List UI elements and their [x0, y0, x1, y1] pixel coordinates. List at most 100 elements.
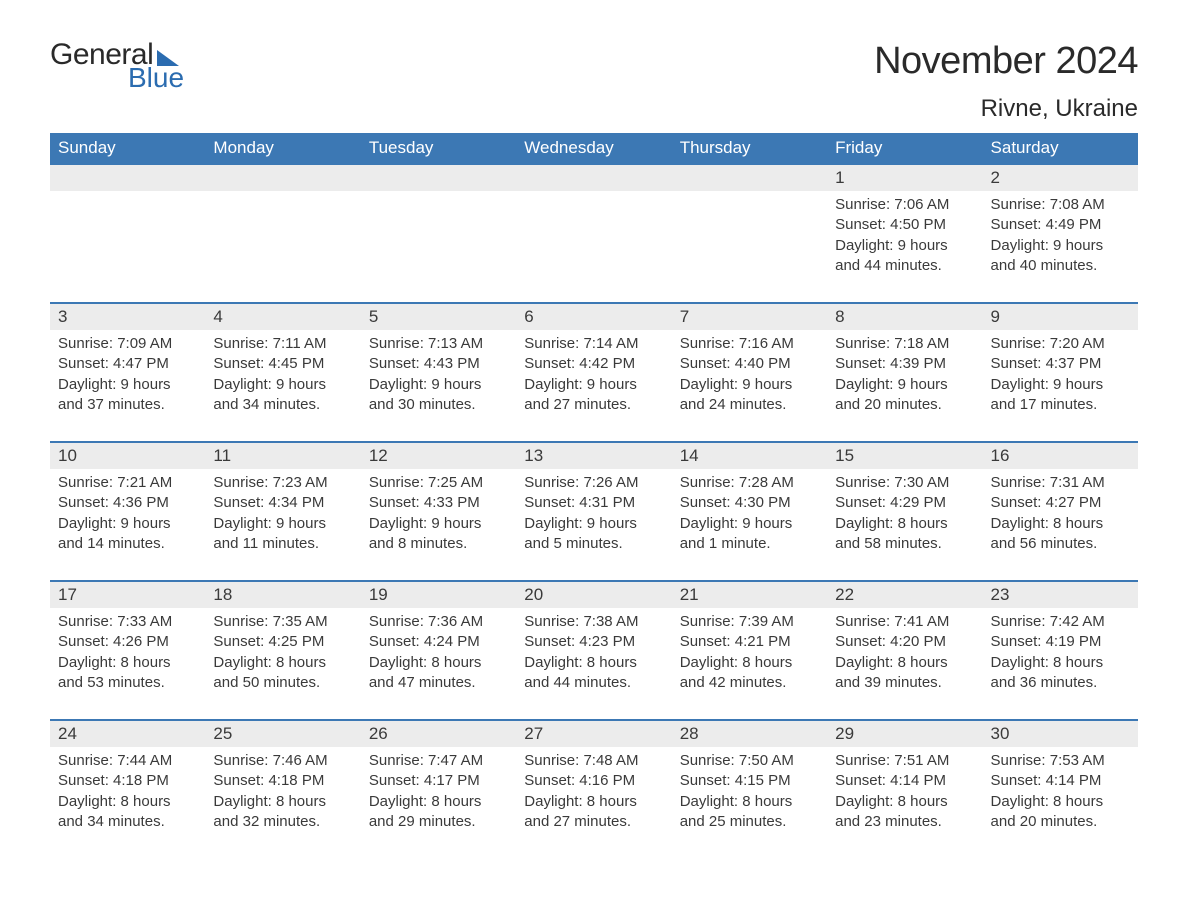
daylight-text-line1: Daylight: 8 hours — [213, 792, 352, 812]
sunset-text: Sunset: 4:21 PM — [680, 632, 819, 652]
sunrise-text: Sunrise: 7:33 AM — [58, 612, 197, 632]
sunrise-text: Sunrise: 7:51 AM — [835, 751, 974, 771]
day-details: Sunrise: 7:13 AMSunset: 4:43 PMDaylight:… — [361, 330, 516, 441]
day-header-wednesday: Wednesday — [516, 133, 671, 164]
daylight-text-line1: Daylight: 8 hours — [835, 792, 974, 812]
day-details: Sunrise: 7:21 AMSunset: 4:36 PMDaylight:… — [50, 469, 205, 580]
sunrise-text: Sunrise: 7:06 AM — [835, 195, 974, 215]
day-header-friday: Friday — [827, 133, 982, 164]
day-number: 2 — [983, 165, 1138, 191]
sunset-text: Sunset: 4:50 PM — [835, 215, 974, 235]
daylight-text-line1: Daylight: 8 hours — [835, 514, 974, 534]
daylight-text-line1: Daylight: 8 hours — [58, 653, 197, 673]
sunrise-text: Sunrise: 7:11 AM — [213, 334, 352, 354]
sunset-text: Sunset: 4:27 PM — [991, 493, 1130, 513]
empty-day-bar — [516, 165, 671, 191]
day-details: Sunrise: 7:35 AMSunset: 4:25 PMDaylight:… — [205, 608, 360, 719]
daylight-text-line2: and 47 minutes. — [369, 673, 508, 693]
sunrise-text: Sunrise: 7:46 AM — [213, 751, 352, 771]
day-number: 25 — [205, 721, 360, 747]
sunset-text: Sunset: 4:49 PM — [991, 215, 1130, 235]
sunset-text: Sunset: 4:37 PM — [991, 354, 1130, 374]
day-details: Sunrise: 7:18 AMSunset: 4:39 PMDaylight:… — [827, 330, 982, 441]
day-number: 30 — [983, 721, 1138, 747]
sunset-text: Sunset: 4:19 PM — [991, 632, 1130, 652]
day-details: Sunrise: 7:14 AMSunset: 4:42 PMDaylight:… — [516, 330, 671, 441]
day-number: 8 — [827, 304, 982, 330]
daylight-text-line1: Daylight: 9 hours — [835, 236, 974, 256]
daylight-text-line2: and 40 minutes. — [991, 256, 1130, 276]
daylight-text-line2: and 5 minutes. — [524, 534, 663, 554]
day-details: Sunrise: 7:25 AMSunset: 4:33 PMDaylight:… — [361, 469, 516, 580]
day-header-tuesday: Tuesday — [361, 133, 516, 164]
sunset-text: Sunset: 4:33 PM — [369, 493, 508, 513]
sunset-text: Sunset: 4:25 PM — [213, 632, 352, 652]
day-details: Sunrise: 7:46 AMSunset: 4:18 PMDaylight:… — [205, 747, 360, 858]
day-cell: 16Sunrise: 7:31 AMSunset: 4:27 PMDayligh… — [983, 442, 1138, 581]
daylight-text-line1: Daylight: 8 hours — [991, 792, 1130, 812]
sunset-text: Sunset: 4:17 PM — [369, 771, 508, 791]
week-row: 17Sunrise: 7:33 AMSunset: 4:26 PMDayligh… — [50, 581, 1138, 720]
day-details: Sunrise: 7:26 AMSunset: 4:31 PMDaylight:… — [516, 469, 671, 580]
sunrise-text: Sunrise: 7:21 AM — [58, 473, 197, 493]
day-number: 19 — [361, 582, 516, 608]
day-details: Sunrise: 7:41 AMSunset: 4:20 PMDaylight:… — [827, 608, 982, 719]
daylight-text-line2: and 39 minutes. — [835, 673, 974, 693]
day-cell: 17Sunrise: 7:33 AMSunset: 4:26 PMDayligh… — [50, 581, 205, 720]
week-row: 3Sunrise: 7:09 AMSunset: 4:47 PMDaylight… — [50, 303, 1138, 442]
day-cell: 29Sunrise: 7:51 AMSunset: 4:14 PMDayligh… — [827, 720, 982, 858]
day-number: 14 — [672, 443, 827, 469]
day-number: 1 — [827, 165, 982, 191]
day-number: 4 — [205, 304, 360, 330]
day-header-thursday: Thursday — [672, 133, 827, 164]
day-number: 29 — [827, 721, 982, 747]
sunrise-text: Sunrise: 7:13 AM — [369, 334, 508, 354]
daylight-text-line2: and 20 minutes. — [991, 812, 1130, 832]
empty-day-body — [50, 191, 205, 302]
day-number: 24 — [50, 721, 205, 747]
day-details: Sunrise: 7:47 AMSunset: 4:17 PMDaylight:… — [361, 747, 516, 858]
daylight-text-line2: and 50 minutes. — [213, 673, 352, 693]
daylight-text-line2: and 30 minutes. — [369, 395, 508, 415]
logo: General Blue — [50, 40, 184, 92]
sunrise-text: Sunrise: 7:42 AM — [991, 612, 1130, 632]
daylight-text-line2: and 8 minutes. — [369, 534, 508, 554]
day-details: Sunrise: 7:42 AMSunset: 4:19 PMDaylight:… — [983, 608, 1138, 719]
day-cell: 5Sunrise: 7:13 AMSunset: 4:43 PMDaylight… — [361, 303, 516, 442]
sunrise-text: Sunrise: 7:48 AM — [524, 751, 663, 771]
daylight-text-line2: and 11 minutes. — [213, 534, 352, 554]
daylight-text-line1: Daylight: 8 hours — [369, 792, 508, 812]
sunset-text: Sunset: 4:23 PM — [524, 632, 663, 652]
day-details: Sunrise: 7:23 AMSunset: 4:34 PMDaylight:… — [205, 469, 360, 580]
daylight-text-line1: Daylight: 9 hours — [369, 375, 508, 395]
day-details: Sunrise: 7:08 AMSunset: 4:49 PMDaylight:… — [983, 191, 1138, 302]
daylight-text-line2: and 24 minutes. — [680, 395, 819, 415]
sunrise-text: Sunrise: 7:16 AM — [680, 334, 819, 354]
daylight-text-line1: Daylight: 8 hours — [524, 653, 663, 673]
sunrise-text: Sunrise: 7:36 AM — [369, 612, 508, 632]
daylight-text-line2: and 34 minutes. — [213, 395, 352, 415]
location-label: Rivne, Ukraine — [874, 95, 1138, 123]
day-cell: 24Sunrise: 7:44 AMSunset: 4:18 PMDayligh… — [50, 720, 205, 858]
day-header-monday: Monday — [205, 133, 360, 164]
daylight-text-line1: Daylight: 8 hours — [835, 653, 974, 673]
day-header-sunday: Sunday — [50, 133, 205, 164]
sunrise-text: Sunrise: 7:50 AM — [680, 751, 819, 771]
day-number: 17 — [50, 582, 205, 608]
daylight-text-line1: Daylight: 9 hours — [680, 514, 819, 534]
daylight-text-line1: Daylight: 9 hours — [991, 236, 1130, 256]
sunset-text: Sunset: 4:39 PM — [835, 354, 974, 374]
day-details: Sunrise: 7:31 AMSunset: 4:27 PMDaylight:… — [983, 469, 1138, 580]
day-number: 5 — [361, 304, 516, 330]
daylight-text-line1: Daylight: 9 hours — [524, 514, 663, 534]
day-cell: 20Sunrise: 7:38 AMSunset: 4:23 PMDayligh… — [516, 581, 671, 720]
sunset-text: Sunset: 4:43 PM — [369, 354, 508, 374]
day-details: Sunrise: 7:09 AMSunset: 4:47 PMDaylight:… — [50, 330, 205, 441]
sunset-text: Sunset: 4:45 PM — [213, 354, 352, 374]
daylight-text-line2: and 34 minutes. — [58, 812, 197, 832]
daylight-text-line2: and 32 minutes. — [213, 812, 352, 832]
day-number: 13 — [516, 443, 671, 469]
sunset-text: Sunset: 4:14 PM — [991, 771, 1130, 791]
day-number: 20 — [516, 582, 671, 608]
day-cell: 11Sunrise: 7:23 AMSunset: 4:34 PMDayligh… — [205, 442, 360, 581]
